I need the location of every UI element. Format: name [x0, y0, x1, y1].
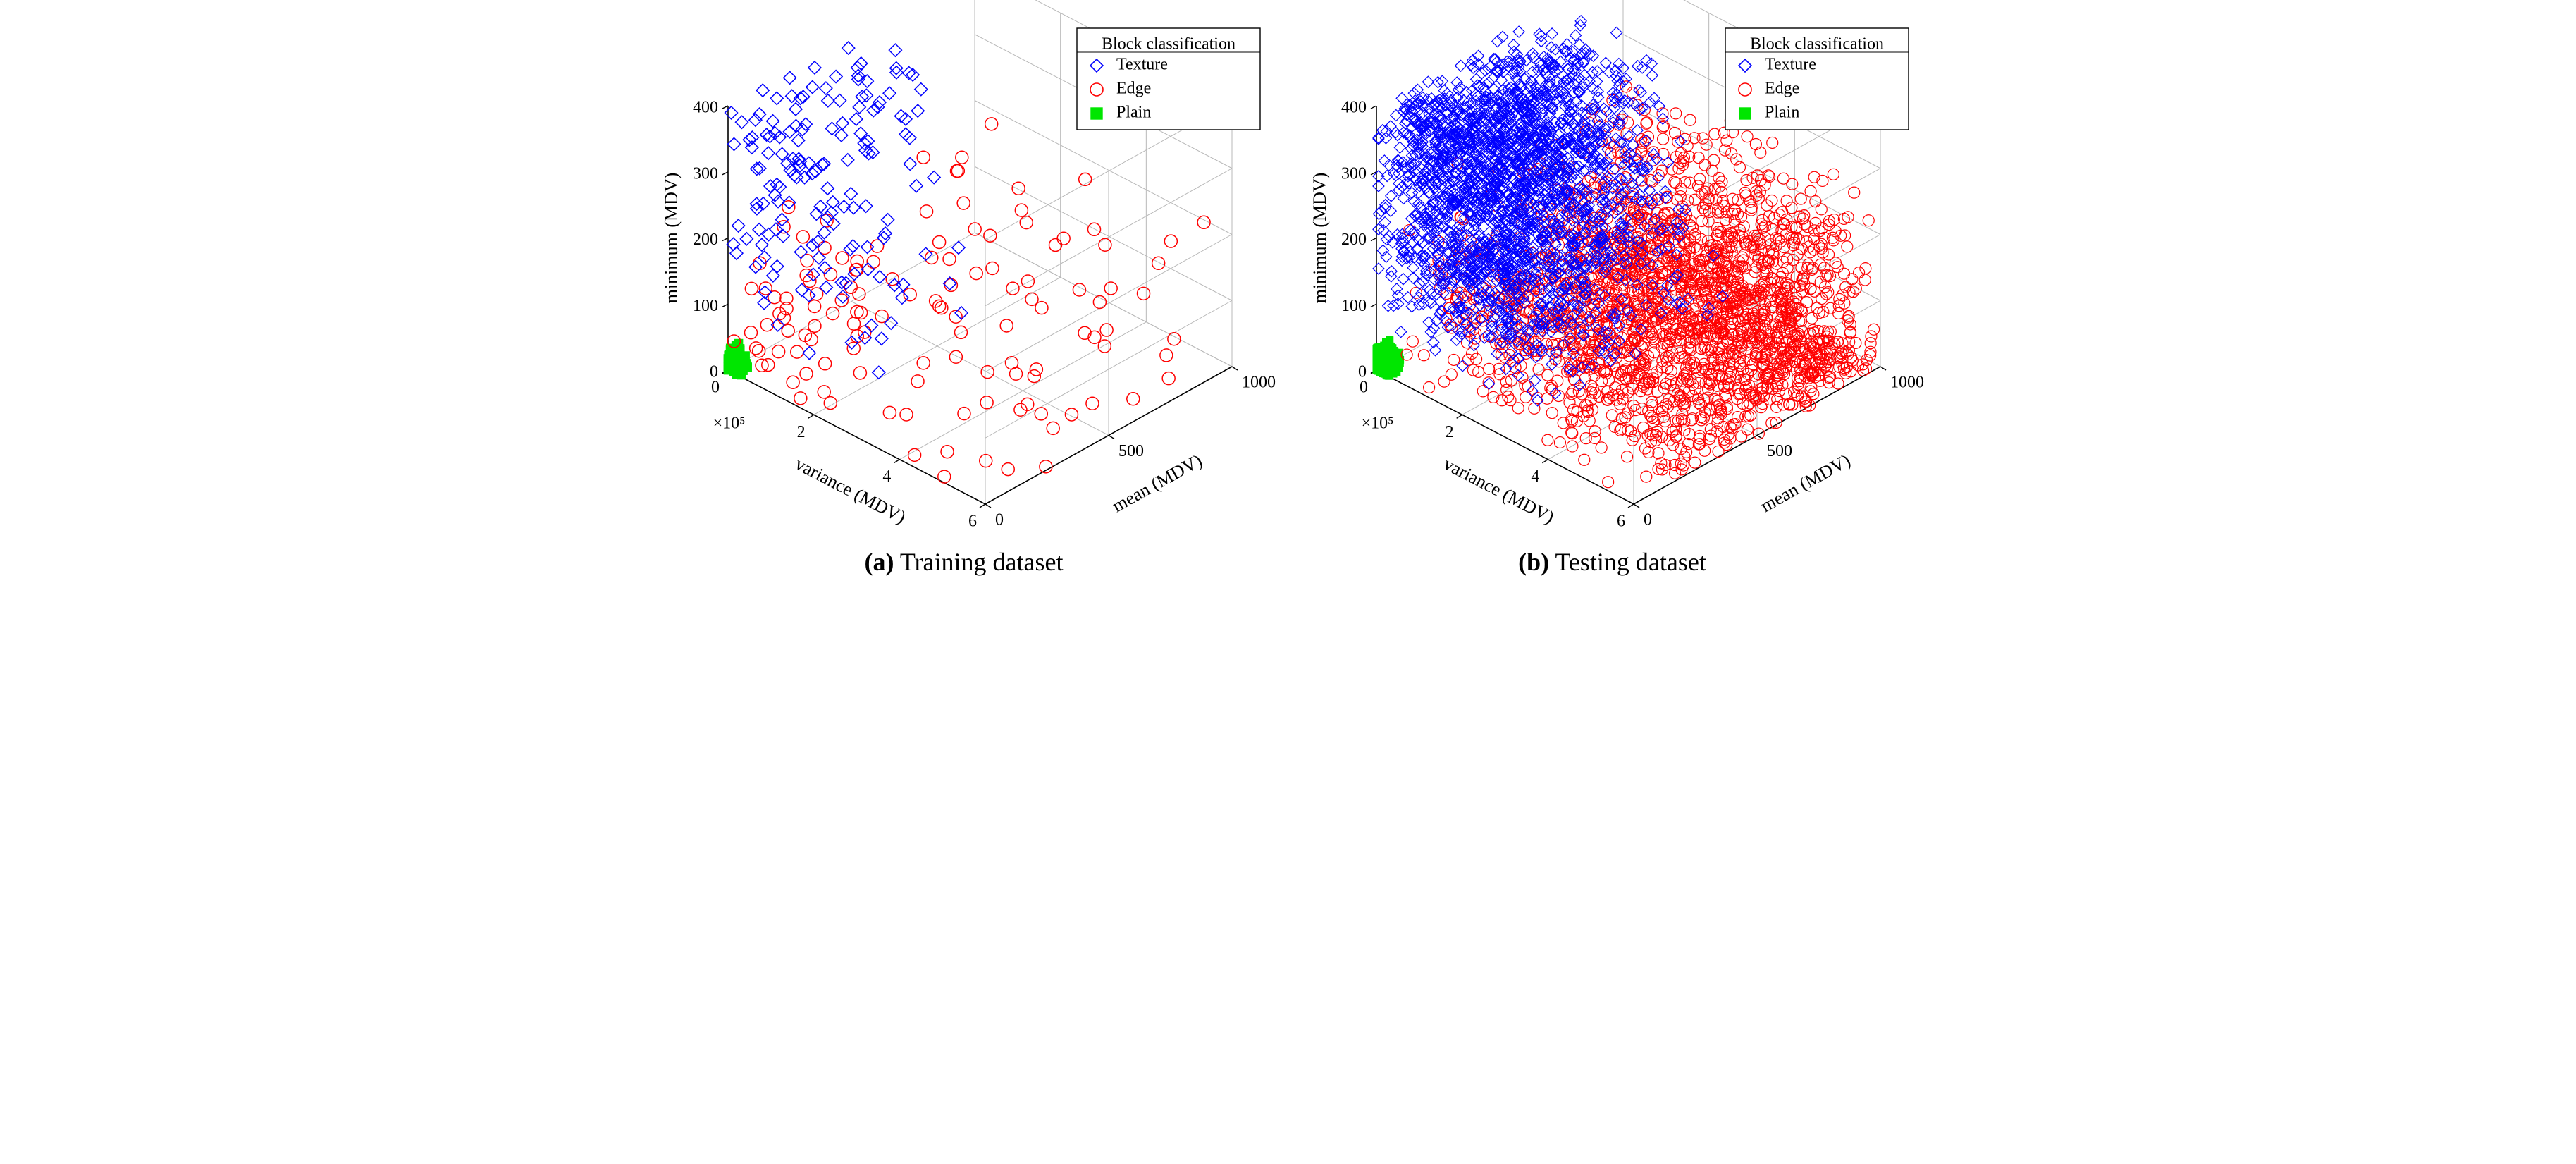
panel-a: 01002003004000246×10⁵05001000minimum (MD… — [654, 21, 1274, 577]
svg-text:100: 100 — [1341, 297, 1367, 315]
svg-text:×10⁵: ×10⁵ — [713, 415, 745, 433]
svg-text:6: 6 — [968, 513, 977, 531]
figure-container: 01002003004000246×10⁵05001000minimum (MD… — [0, 0, 2576, 591]
svg-text:200: 200 — [1341, 231, 1367, 249]
caption-a-bold: (a) — [865, 548, 894, 576]
svg-text:500: 500 — [1767, 442, 1792, 460]
caption-b-bold: (b) — [1518, 548, 1549, 576]
svg-text:0: 0 — [711, 379, 720, 397]
chart-b: 01002003004000246×10⁵05001000minimum (MD… — [1302, 21, 1923, 543]
svg-text:Block classification: Block classification — [1102, 35, 1235, 54]
svg-text:Plain: Plain — [1116, 104, 1151, 122]
svg-text:0: 0 — [1644, 511, 1652, 529]
svg-text:0: 0 — [995, 511, 1004, 529]
caption-b-rest: Testing dataset — [1549, 548, 1706, 576]
svg-text:300: 300 — [1341, 164, 1367, 183]
svg-text:×10⁵: ×10⁵ — [1361, 415, 1393, 433]
svg-text:4: 4 — [1531, 467, 1539, 486]
svg-text:100: 100 — [693, 297, 718, 315]
caption-a-rest: Training dataset — [894, 548, 1063, 576]
svg-text:minimum (MDV): minimum (MDV) — [660, 173, 681, 304]
caption-a: (a) Training dataset — [865, 547, 1064, 577]
svg-text:2: 2 — [1445, 423, 1453, 441]
svg-text:Edge: Edge — [1116, 80, 1151, 98]
svg-text:6: 6 — [1617, 513, 1625, 531]
svg-text:Texture: Texture — [1116, 56, 1168, 74]
svg-text:4: 4 — [882, 467, 891, 486]
chart-a: 01002003004000246×10⁵05001000minimum (MD… — [654, 21, 1274, 543]
svg-text:variance (MDV): variance (MDV) — [1440, 453, 1557, 527]
svg-text:500: 500 — [1118, 442, 1144, 460]
svg-text:variance (MDV): variance (MDV) — [791, 453, 908, 527]
svg-text:400: 400 — [1341, 99, 1367, 117]
svg-text:minimum (MDV): minimum (MDV) — [1309, 173, 1329, 304]
svg-text:200: 200 — [693, 231, 718, 249]
svg-text:1000: 1000 — [1890, 374, 1924, 392]
panel-b: 01002003004000246×10⁵05001000minimum (MD… — [1302, 21, 1923, 577]
svg-text:2: 2 — [796, 423, 805, 441]
svg-text:1000: 1000 — [1242, 374, 1276, 392]
caption-b: (b) Testing dataset — [1518, 547, 1706, 577]
svg-text:0: 0 — [1360, 379, 1368, 397]
svg-text:300: 300 — [693, 164, 718, 183]
svg-text:400: 400 — [693, 99, 718, 117]
